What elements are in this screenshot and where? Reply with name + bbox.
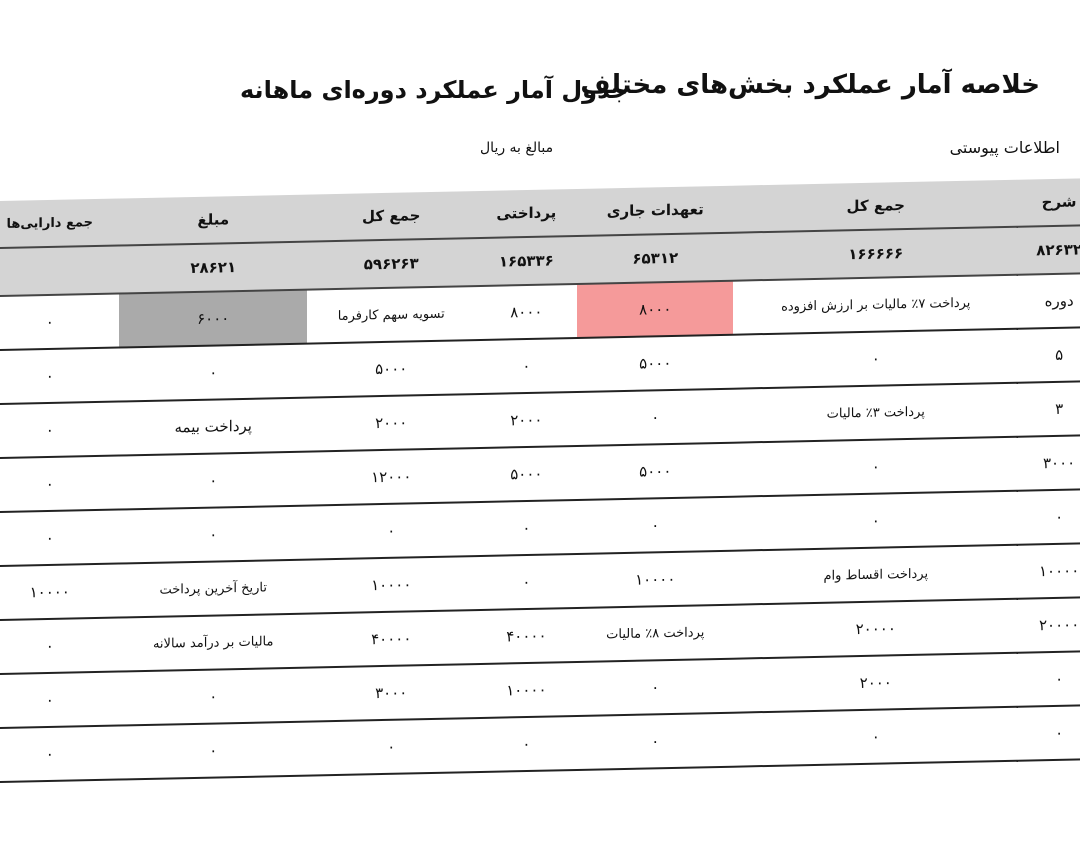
table-cell: مالیات بر درآمد سالانه <box>119 613 307 672</box>
table-cell: جمع کل <box>733 179 1019 233</box>
table: شرح جمع کل تعهدات جاری پرداختی جمع کل مبلغ جمع… <box>0 178 1080 783</box>
table-cell: ۰ <box>119 667 307 726</box>
table-cell: ۰ <box>0 401 120 459</box>
table-cell: پرداخت ۳٪ مالیات <box>733 382 1019 443</box>
table-cell: ۱۲۰۰۰ <box>307 448 476 506</box>
table-cell: ۸۲۶۳۲ <box>1018 225 1080 275</box>
table-cell: ۰ <box>475 337 578 395</box>
table-cell: ۱۰۰۰۰ <box>307 556 476 614</box>
table-cell: ۰ <box>475 553 578 611</box>
table-cell: مبلغ <box>119 194 307 246</box>
table-cell: ۸۰۰۰ <box>577 280 734 338</box>
table-cell: ۰ <box>577 712 734 770</box>
table-cell: ۰ <box>577 658 734 716</box>
table-cell: ۰ <box>1018 489 1080 545</box>
table-cell: پرداخت ۷٪ مالیات بر ارزش افزوده <box>733 274 1019 335</box>
table-cell: ۰ <box>119 505 307 564</box>
table-cell: ۰ <box>475 499 578 557</box>
table-cell: ۶۰۰۰ <box>119 289 307 348</box>
table-cell: ۴۰۰۰۰ <box>475 607 578 665</box>
table-cell: ۰ <box>475 715 578 773</box>
table-cell: ۱۰۰۰۰ <box>1018 543 1080 599</box>
table-cell: ۳ <box>1018 381 1080 437</box>
section-label: اطلاعات پیوستی <box>949 138 1060 157</box>
table-cell: تسویه سهم کارفرما <box>307 286 476 344</box>
table-cell: ۰ <box>577 496 734 554</box>
table-cell: ۵۰۰۰ <box>577 334 734 392</box>
table-cell: ۰ <box>1018 705 1080 761</box>
table-cell: ۲۰۰۰ <box>307 394 476 452</box>
table-cell: ۰ <box>119 451 307 510</box>
table-cell: ۰ <box>0 509 120 567</box>
table-cell: ۲۸۶۲۱ <box>119 241 307 294</box>
table-cell: ۱۰۰۰۰ <box>0 563 120 621</box>
table-cell: ۲۰۰۰ <box>475 391 578 449</box>
table-cell: ۵۰۰۰ <box>307 340 476 398</box>
table-cell: ۲۰۰۰ <box>733 652 1019 713</box>
table-cell: ۰ <box>0 347 120 405</box>
table-cell: ۵۰۰۰ <box>475 445 578 503</box>
table-cell: ۰ <box>0 293 120 351</box>
table-cell: ۰ <box>119 343 307 402</box>
table-cell: ۶۵۳۱۲ <box>577 232 734 284</box>
table-cell: ۴۰۰۰۰ <box>307 610 476 668</box>
sheet: شرح جمع کل تعهدات جاری پرداختی جمع کل مبلغ جمع… <box>0 178 1080 783</box>
table-cell: ۱۰۰۰۰ <box>475 661 578 719</box>
unit-note: مبالغ به ریال <box>480 140 554 156</box>
table-cell: تاریخ آخرین پرداخت <box>119 559 307 618</box>
table-cell: ۰ <box>577 388 734 446</box>
table-cell: ۰ <box>0 617 120 675</box>
table-cell: ۵۹۶۲۶۳ <box>307 238 476 290</box>
table-cell: ۰ <box>733 328 1019 389</box>
table-cell: پرداختی <box>475 188 578 239</box>
table-cell: جمع کل <box>307 191 476 242</box>
table-cell: ۰ <box>0 725 120 783</box>
table-cell: ۰ <box>119 721 307 780</box>
table-cell: ۵۰۰۰ <box>577 442 734 500</box>
table-cell: دوره <box>1018 273 1080 329</box>
table-cell: ۰ <box>733 706 1019 767</box>
table-cell: ۰ <box>733 436 1019 497</box>
table-cell: ۰ <box>1018 651 1080 707</box>
table-cell: ۰ <box>0 671 120 729</box>
table-cell: ۰ <box>307 502 476 560</box>
table-cell: ۰ <box>733 490 1019 551</box>
table-cell: ۲۰۰۰۰ <box>733 598 1019 659</box>
table-cell: تعهدات جاری <box>577 185 734 236</box>
table-cell: پرداخت ۸٪ مالیات <box>577 604 734 662</box>
table-cell: ۰ <box>307 718 476 776</box>
table-cell: ۱۰۰۰۰ <box>577 550 734 608</box>
table-cell: ۲۰۰۰۰ <box>1018 597 1080 653</box>
table-cell: ۳۰۰۰ <box>307 664 476 722</box>
table-cell: پرداخت بیمه <box>119 397 307 456</box>
table-cell: ۰ <box>0 455 120 513</box>
table-cell: جمع دارایی‌ها <box>0 198 120 249</box>
subtitle: جدول آمار عملکرد دوره‌ای ماهانه <box>240 76 629 104</box>
table-cell: ۱۶۶۶۶۶ <box>733 226 1019 281</box>
table-cell: ۱۶۵۳۳۶ <box>475 235 578 287</box>
table-cell: شرح <box>1018 178 1080 227</box>
title: خلاصه آمار عملکرد بخش‌های مختلف <box>580 70 1040 100</box>
table-cell: ۸۰۰۰ <box>475 283 578 341</box>
table-cell: پرداخت اقساط وام <box>733 544 1019 605</box>
table-cell <box>0 245 120 297</box>
table-cell: ۳۰۰۰ <box>1018 435 1080 491</box>
table-cell: ۵ <box>1018 327 1080 383</box>
